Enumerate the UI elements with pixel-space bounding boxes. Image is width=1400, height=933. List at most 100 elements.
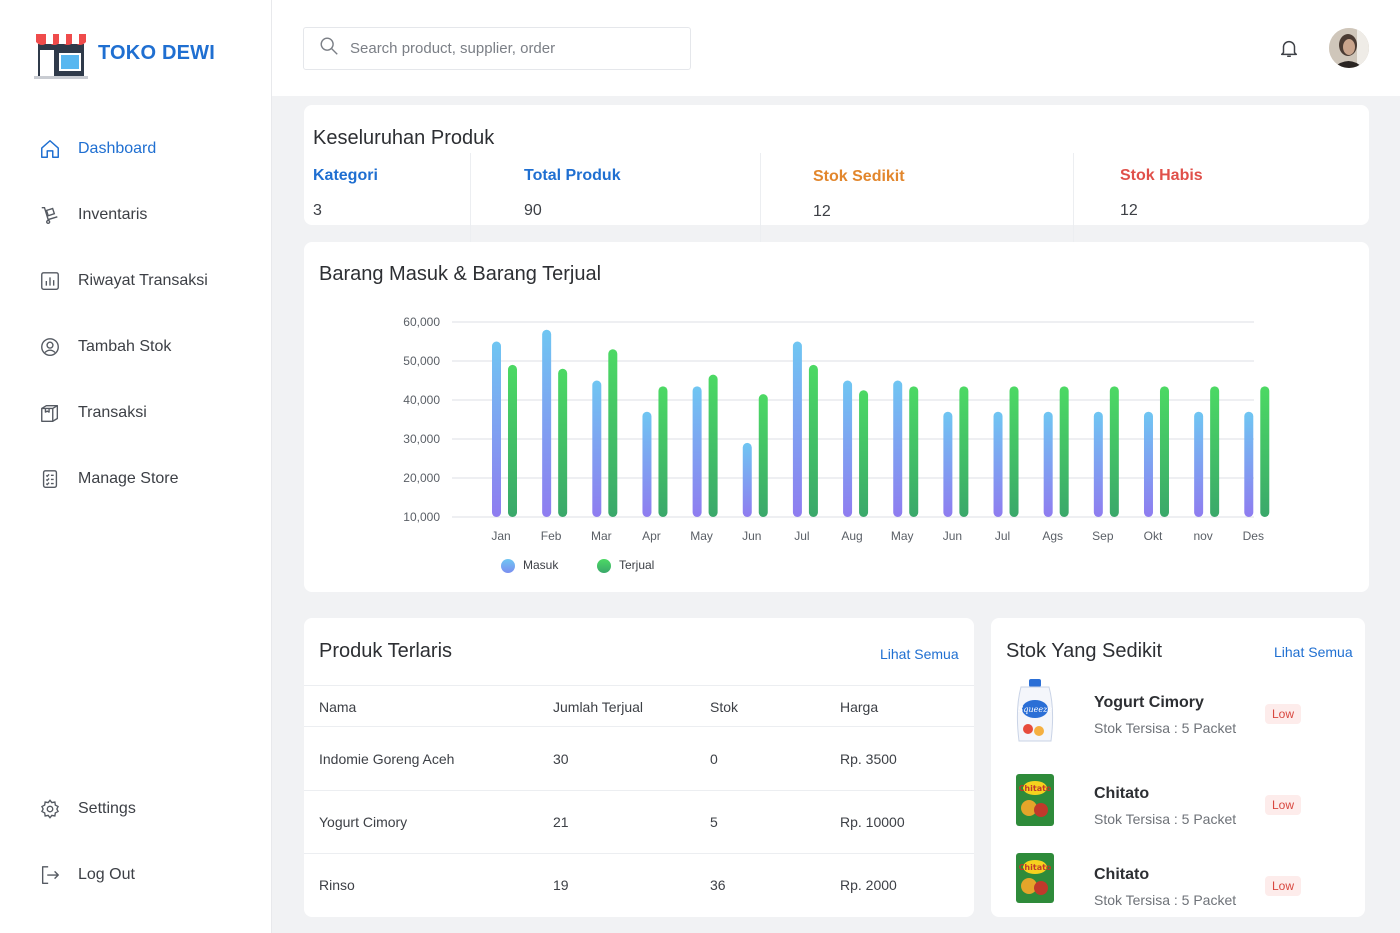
- sidebar-item-label: Riwayat Transaksi: [78, 272, 208, 289]
- cell-sold: 21: [553, 814, 569, 830]
- sidebar-item-settings[interactable]: Settings: [38, 797, 136, 821]
- sidebar-item-label: Settings: [78, 800, 136, 817]
- legend-swatch: [597, 559, 611, 573]
- bar-terjual: [859, 390, 869, 517]
- sidebar-item-manage-store[interactable]: Manage Store: [38, 467, 179, 491]
- see-all-link[interactable]: Lihat Semua: [1274, 644, 1353, 660]
- best-sellers-title: Produk Terlaris: [319, 640, 453, 662]
- bar-terjual: [959, 386, 969, 517]
- legend-label: Terjual: [619, 558, 654, 572]
- table-divider: [304, 790, 974, 791]
- low-stock-item[interactable]: Chitato Chitato Stok Tersisa : 5 Packet …: [991, 851, 1365, 923]
- search-box[interactable]: [303, 27, 691, 70]
- low-stock-item[interactable]: Squeeze Yogurt Cimory Stok Tersisa : 5 P…: [991, 679, 1365, 751]
- table-divider: [304, 726, 974, 727]
- x-tick-label: Sep: [1092, 529, 1114, 543]
- see-all-link[interactable]: Lihat Semua: [880, 646, 959, 662]
- sidebar-item-tambah-stok[interactable]: Tambah Stok: [38, 335, 171, 359]
- box-icon: [38, 401, 62, 425]
- stat-label: Stok Habis: [1120, 167, 1203, 184]
- bar-masuk: [542, 329, 552, 517]
- column-header: Jumlah Terjual: [553, 699, 644, 715]
- stat-value: 12: [813, 203, 831, 220]
- svg-text:Chitato: Chitato: [1019, 784, 1052, 793]
- sidebar-item-riwayat-transaksi[interactable]: Riwayat Transaksi: [38, 269, 208, 293]
- sidebar-item-label: Log Out: [78, 866, 135, 883]
- bar-terjual: [909, 386, 919, 517]
- chips-bag-image: Chitato: [1016, 774, 1054, 826]
- bar-masuk: [742, 442, 752, 517]
- search-icon: [318, 35, 340, 62]
- x-tick-label: Mar: [591, 529, 612, 543]
- low-stock-item[interactable]: Chitato Chitato Stok Tersisa : 5 Packet …: [991, 770, 1365, 842]
- best-sellers-card: Produk Terlaris Lihat Semua Nama Jumlah …: [304, 618, 974, 917]
- sidebar-item-label: Dashboard: [78, 140, 157, 157]
- x-tick-label: Ags: [1042, 529, 1063, 543]
- bar-masuk: [592, 380, 602, 517]
- bar-terjual: [1059, 386, 1069, 517]
- low-badge: Low: [1265, 795, 1302, 815]
- stat-divider: [1073, 153, 1074, 245]
- cell-price: Rp. 2000: [840, 877, 897, 893]
- overview-title: Keseluruhan Produk: [313, 127, 495, 149]
- home-icon: [38, 137, 62, 161]
- notification-bell-icon[interactable]: [1278, 37, 1300, 59]
- logout-icon: [38, 863, 62, 887]
- user-circle-icon: [38, 335, 62, 359]
- cell-name: Rinso: [319, 877, 355, 893]
- chart-title: Barang Masuk & Barang Terjual: [319, 263, 602, 285]
- x-tick-label: nov: [1193, 529, 1212, 543]
- brand-name: TOKO DEWI: [98, 41, 215, 64]
- sidebar-item-logout[interactable]: Log Out: [38, 863, 135, 887]
- sidebar-item-label: Tambah Stok: [78, 338, 172, 355]
- product-name: Chitato: [1094, 866, 1150, 883]
- sidebar-item-dashboard[interactable]: Dashboard: [38, 137, 156, 161]
- user-avatar[interactable]: [1329, 28, 1369, 68]
- svg-text:Squeeze: Squeeze: [1018, 705, 1052, 714]
- product-name: Chitato: [1094, 785, 1150, 802]
- bar-terjual: [808, 364, 818, 517]
- stat-divider: [760, 153, 761, 245]
- cell-price: Rp. 3500: [840, 751, 897, 767]
- bar-terjual: [1260, 386, 1270, 517]
- bar-terjual: [658, 386, 668, 517]
- brand[interactable]: TOKO DEWI: [34, 26, 215, 80]
- y-tick-label: 20,000: [403, 471, 440, 485]
- stat-value: 12: [1120, 202, 1138, 219]
- trolley-icon: [38, 203, 62, 227]
- sidebar-item-transaksi[interactable]: Transaksi: [38, 401, 147, 425]
- y-tick-label: 10,000: [403, 510, 440, 524]
- cell-stock: 36: [710, 877, 726, 893]
- bar-masuk: [1043, 411, 1053, 517]
- search-input[interactable]: [350, 40, 670, 57]
- stat-label: Kategori: [313, 167, 378, 184]
- y-tick-label: 50,000: [403, 354, 440, 368]
- y-tick-label: 40,000: [403, 393, 440, 407]
- bar-terjual: [558, 368, 568, 517]
- x-tick-label: Jun: [943, 529, 962, 543]
- sidebar-item-inventaris[interactable]: Inventaris: [38, 203, 147, 227]
- bar-masuk: [1194, 411, 1204, 517]
- column-header: Harga: [840, 699, 879, 715]
- cell-sold: 30: [553, 751, 569, 767]
- topbar: [272, 0, 1400, 96]
- sidebar-item-label: Manage Store: [78, 470, 179, 487]
- x-tick-label: Jun: [742, 529, 761, 543]
- svg-text:Chitato: Chitato: [1019, 863, 1052, 872]
- x-tick-label: Feb: [541, 529, 562, 543]
- x-tick-label: Jul: [794, 529, 809, 543]
- bar-chart-icon: [38, 269, 62, 293]
- low-stock-title: Stok Yang Sedikit: [1006, 640, 1163, 662]
- bar-terjual: [1159, 386, 1169, 517]
- overview-card: Keseluruhan Produk Kategori 3 Total Prod…: [304, 105, 1369, 245]
- stat-divider: [470, 153, 471, 245]
- x-tick-label: May: [690, 529, 713, 543]
- legend-swatch: [501, 559, 515, 573]
- column-header: Nama: [319, 699, 357, 715]
- legend-label: Masuk: [523, 558, 559, 572]
- x-tick-label: Apr: [642, 529, 661, 543]
- store-logo-icon: [34, 34, 88, 79]
- chart-card: Barang Masuk & Barang Terjual 60,000 50,0…: [304, 242, 1369, 592]
- x-tick-label: Aug: [841, 529, 862, 543]
- table-divider: [304, 685, 974, 686]
